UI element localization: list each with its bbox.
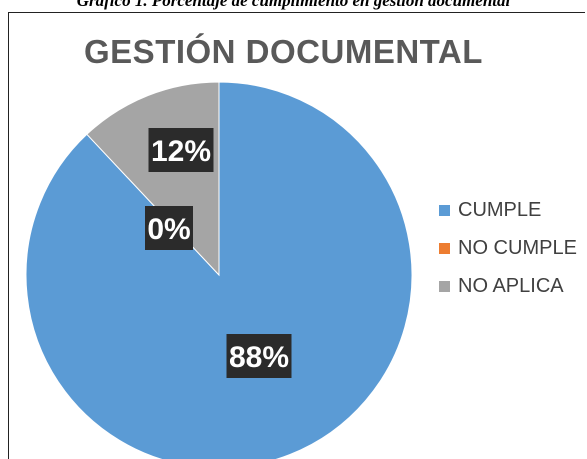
legend-swatch [439, 281, 450, 292]
legend-swatch [439, 205, 450, 216]
legend-label: CUMPLE [458, 199, 542, 221]
legend-item-cumple: CUMPLE [439, 199, 577, 222]
chart-title: GESTIÓN DOCUMENTAL [84, 33, 483, 70]
svg-text:12%: 12% [151, 135, 211, 168]
legend-item-no-aplica: NO APLICA [439, 275, 577, 298]
chart-legend: CUMPLE NO CUMPLE NO APLICA [439, 199, 577, 313]
svg-text:88%: 88% [229, 341, 289, 374]
data-label-cumple: 88% [226, 334, 292, 378]
svg-text:0%: 0% [147, 213, 190, 246]
data-label-no-aplica: 12% [148, 128, 214, 172]
data-label-no-cumple: 0% [145, 206, 193, 250]
legend-item-no-cumple: NO CUMPLE [439, 237, 577, 260]
chart-frame: GESTIÓN DOCUMENTAL 88% 0% 12% CUMPLE NO CUM… [8, 12, 585, 459]
legend-label: NO CUMPLE [458, 237, 577, 259]
pie-chart: 88% 0% 12% [25, 81, 413, 459]
legend-label: NO APLICA [458, 275, 564, 297]
pie-slice-cumple [25, 81, 413, 459]
figure-caption: Gráfico 1. Porcentaje de cumplimiento en… [76, 0, 511, 10]
legend-swatch [439, 243, 450, 254]
